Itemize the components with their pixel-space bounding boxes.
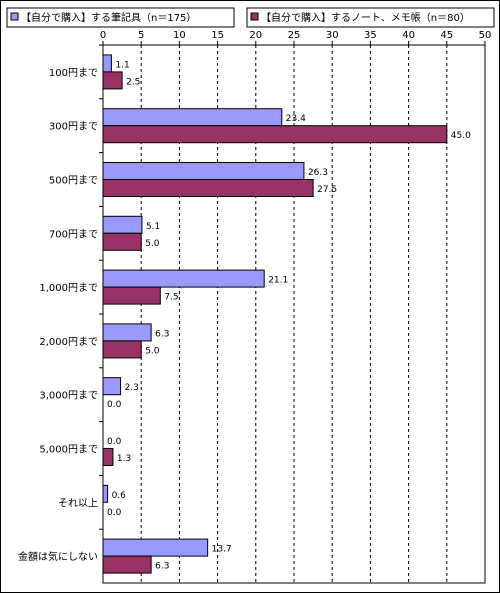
bar-series-2 (102, 125, 448, 144)
category-label: 300円まで (49, 121, 98, 133)
data-label: 1.3 (117, 454, 131, 464)
bar-series-2 (102, 232, 142, 251)
category-label: 500円まで (49, 175, 98, 187)
data-label: 0.0 (107, 437, 122, 447)
category-label: 5,000円まで (39, 444, 98, 456)
data-label: 1.1 (115, 60, 129, 70)
legend: 【自分で購入】する筆記具（n＝175） 【自分で購入】するノート、メモ帳（n＝8… (6, 7, 495, 28)
bar-series-1 (102, 538, 209, 557)
bar-series-2 (102, 71, 123, 90)
x-tick-label: 10 (173, 30, 186, 41)
bar-series-1 (102, 54, 112, 73)
x-tick-label: 20 (249, 30, 262, 41)
x-tick-label: 30 (326, 30, 339, 41)
legend-box-1 (6, 7, 235, 28)
data-label: 45.0 (451, 131, 471, 141)
x-tick-label: 35 (364, 30, 377, 41)
category-label: 700円まで (49, 228, 98, 240)
data-label: 6.3 (155, 562, 169, 572)
legend-swatch-2 (250, 12, 259, 21)
category-label: 2,000円まで (39, 336, 98, 348)
data-label: 6.3 (155, 329, 169, 339)
plot-area: 0 5 10 15 20 25 30 35 40 45 50 100円まで 1.1 2.5 300円まで 23… (18, 30, 492, 584)
bar-series-1 (102, 162, 305, 180)
x-tick-label: 0 (100, 30, 106, 41)
bar-series-1 (102, 215, 143, 234)
data-label: 0.6 (112, 491, 127, 501)
bar-series-2 (102, 555, 152, 574)
legend-label-2: 【自分で購入】するノート、メモ帳（n＝80） (261, 11, 470, 24)
bar-series-2 (102, 340, 142, 359)
legend-box-2 (246, 7, 495, 28)
category-label: それ以上 (58, 497, 98, 509)
data-label: 26.3 (308, 168, 328, 178)
bar-series-2 (102, 448, 114, 466)
data-label: 7.5 (164, 293, 178, 303)
category-label: 100円まで (49, 67, 98, 79)
category-label: 3,000円まで (39, 390, 98, 402)
x-tick-label: 50 (479, 30, 492, 41)
bar-series-1 (102, 323, 152, 342)
data-label: 2.5 (126, 77, 140, 87)
bar-series-2 (102, 179, 314, 197)
data-label: 0.0 (107, 400, 122, 410)
data-label: 5.0 (145, 346, 160, 356)
data-label: 21.1 (268, 276, 288, 286)
x-tick-label: 45 (440, 30, 453, 41)
legend-swatch-1 (10, 12, 19, 21)
x-tick-label: 5 (138, 30, 144, 41)
x-tick-label: 40 (402, 30, 415, 41)
x-tick-label: 25 (288, 30, 301, 41)
data-label: 0.0 (107, 508, 122, 518)
bar-series-1 (102, 377, 122, 396)
category-label: 1,000円まで (39, 282, 98, 294)
data-label: 2.3 (125, 383, 139, 393)
bar-series-1 (102, 108, 283, 127)
bar-series-2 (102, 286, 161, 305)
legend-label-1: 【自分で購入】する筆記具（n＝175） (21, 11, 196, 24)
data-label: 13.7 (212, 545, 232, 555)
bar-series-1 (102, 484, 109, 503)
data-label: 5.1 (146, 222, 160, 232)
x-tick-label: 15 (211, 30, 224, 41)
category-label: 金額は気にしない (18, 550, 98, 563)
bar-series-1 (102, 269, 265, 288)
data-label: 5.0 (145, 239, 160, 249)
data-label: 27.5 (317, 185, 337, 195)
data-label: 23.4 (286, 114, 306, 124)
